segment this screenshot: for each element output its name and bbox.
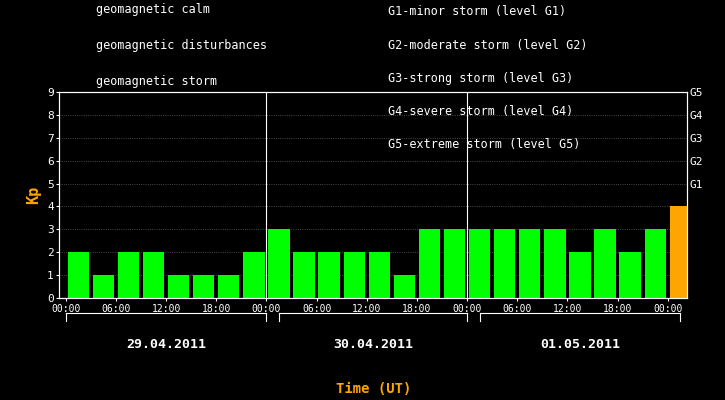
Bar xyxy=(268,229,289,298)
Bar xyxy=(444,229,465,298)
Text: G1-minor storm (level G1): G1-minor storm (level G1) xyxy=(388,6,566,18)
Text: G2-moderate storm (level G2): G2-moderate storm (level G2) xyxy=(388,39,587,52)
Text: G4-severe storm (level G4): G4-severe storm (level G4) xyxy=(388,105,573,118)
Text: Time (UT): Time (UT) xyxy=(336,382,411,396)
Bar xyxy=(594,229,616,298)
Bar xyxy=(368,252,390,298)
Bar xyxy=(193,275,215,298)
Bar xyxy=(670,206,691,298)
Text: 29.04.2011: 29.04.2011 xyxy=(126,338,206,351)
Bar xyxy=(419,229,440,298)
Text: G5-extreme storm (level G5): G5-extreme storm (level G5) xyxy=(388,138,580,151)
Text: 30.04.2011: 30.04.2011 xyxy=(333,338,413,351)
Bar xyxy=(318,252,340,298)
Bar xyxy=(117,252,139,298)
Bar xyxy=(143,252,164,298)
Bar xyxy=(93,275,114,298)
Bar xyxy=(67,252,89,298)
Bar xyxy=(569,252,591,298)
Bar xyxy=(294,252,315,298)
Bar xyxy=(243,252,265,298)
Bar xyxy=(394,275,415,298)
Bar xyxy=(218,275,239,298)
Bar xyxy=(519,229,540,298)
Text: geomagnetic storm: geomagnetic storm xyxy=(96,76,217,88)
Text: geomagnetic disturbances: geomagnetic disturbances xyxy=(96,40,267,52)
Bar xyxy=(494,229,515,298)
Bar xyxy=(544,229,566,298)
Bar xyxy=(619,252,641,298)
Text: geomagnetic calm: geomagnetic calm xyxy=(96,4,210,16)
Bar xyxy=(645,229,666,298)
Bar xyxy=(168,275,189,298)
Text: 01.05.2011: 01.05.2011 xyxy=(540,338,620,351)
Bar xyxy=(344,252,365,298)
Text: G3-strong storm (level G3): G3-strong storm (level G3) xyxy=(388,72,573,85)
Y-axis label: Kp: Kp xyxy=(27,186,41,204)
Bar xyxy=(469,229,490,298)
